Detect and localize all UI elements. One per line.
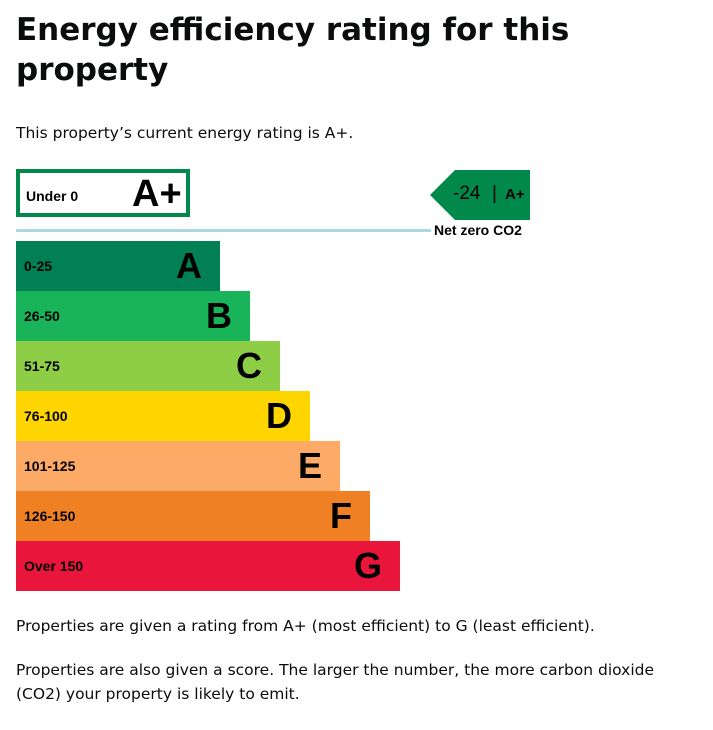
score-explanation: Properties are also given a score. The l… (16, 661, 655, 703)
net-zero-line (16, 229, 431, 232)
band-letter: B (206, 295, 232, 336)
band-letter: F (330, 495, 352, 536)
band-range-label: Over 150 (24, 558, 84, 574)
score-value: -24 (453, 183, 481, 204)
band-g-bar: Over 150 G (16, 541, 400, 591)
band-range-label: Under 0 (26, 188, 79, 204)
band-range-label: 76-100 (24, 408, 68, 424)
band-range-label: 26-50 (24, 308, 60, 324)
band-c-bar: 51-75 C (16, 341, 280, 391)
band-range-label: 126-150 (24, 508, 76, 524)
band-a-bar: 0-25 A (16, 241, 220, 291)
band-d-bar: 76-100 D (16, 391, 310, 441)
band-letter: A+ (132, 173, 182, 215)
band-range-label: 101-125 (24, 458, 76, 474)
band-letter: A (176, 245, 202, 286)
band-range-label: 0-25 (24, 258, 53, 274)
score-separator: | (492, 183, 497, 204)
current-rating-text: This property’s current energy rating is… (16, 124, 354, 142)
rating-explanation: Properties are given a rating from A+ (m… (16, 617, 595, 635)
band-e-bar: 101-125 E (16, 441, 340, 491)
band-b-bar: 26-50 B (16, 291, 250, 341)
band-letter: E (297, 445, 322, 486)
band-f-bar: 126-150 F (16, 491, 370, 541)
band-range-label: 51-75 (24, 358, 60, 374)
page-title: Energy efficiency rating for this proper… (16, 12, 570, 88)
current-band-a-plus: Under 0 A+ (16, 169, 190, 217)
net-zero-label: Net zero CO2 (434, 222, 522, 238)
band-letter: G (353, 545, 382, 586)
band-letter: C (236, 345, 262, 386)
band-letter: D (266, 395, 292, 436)
score-band-letter: A+ (505, 186, 525, 203)
